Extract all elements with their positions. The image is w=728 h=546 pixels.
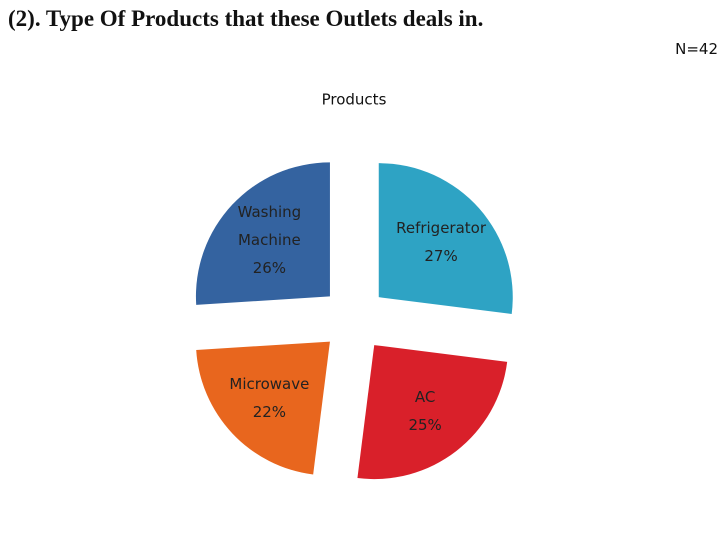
category-label: AC — [414, 387, 436, 406]
category-label: Refrigerator — [396, 219, 487, 238]
category-label: Washing Machine — [237, 202, 302, 249]
category-label: Microwave — [229, 375, 310, 394]
slice-label: Refrigerator 27% — [389, 214, 493, 270]
pie-slice — [195, 162, 330, 305]
value-label: 26% — [252, 258, 287, 277]
value-label: 25% — [408, 415, 442, 434]
value-label: 27% — [424, 247, 458, 266]
value-label: 22% — [252, 403, 287, 422]
slice-label: Microwave 22% — [217, 370, 321, 426]
slide-title: (2). Type Of Products that these Outlets… — [8, 6, 484, 31]
chart-title: Products — [322, 91, 387, 109]
pie-slice — [357, 345, 508, 480]
slice-label: AC 25% — [373, 383, 477, 439]
sample-size: N=42 — [675, 40, 718, 58]
pie-slice — [378, 163, 513, 314]
slice-label: Washing Machine 26% — [217, 198, 321, 282]
pie-slice — [196, 341, 330, 475]
